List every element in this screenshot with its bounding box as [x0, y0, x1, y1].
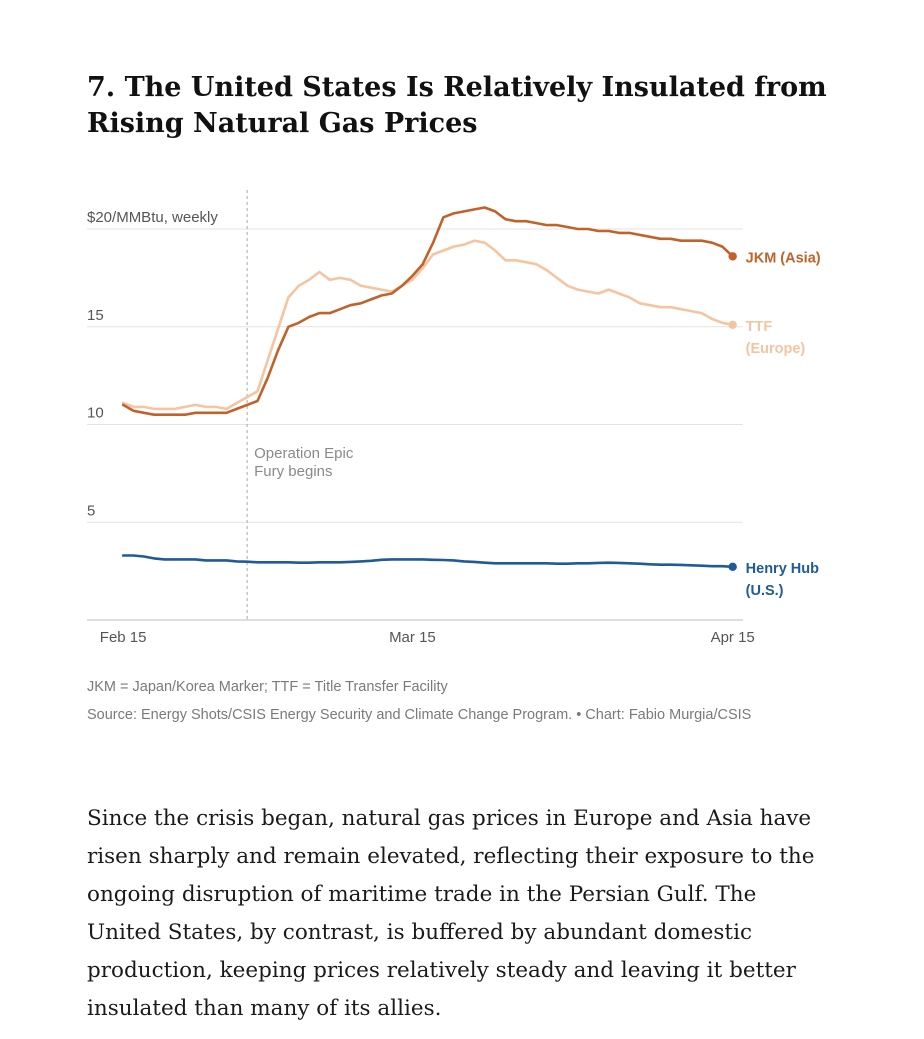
line-chart: $20/MMBtu, weekly 15 10 5 Operation EpicFur… — [87, 190, 821, 646]
definitions-note: JKM = Japan/Korea Marker; TTF = Title Tr… — [87, 679, 448, 695]
series-line-jkm-asia — [121, 206, 734, 416]
series-labels: TTF (Europe) JKM (Asia) Henry Hub (U.S.) — [746, 250, 821, 598]
x-tick-label: Apr 15 — [711, 629, 755, 646]
body-paragraph: Since the crisis began, natural gas pric… — [87, 806, 815, 1021]
series-line-henry-hub-u-s — [121, 554, 734, 569]
series-label-henry-hub-u-s: (U.S.) — [746, 583, 784, 599]
series-label-jkm-asia: JKM (Asia) — [746, 250, 821, 266]
series-endpoint-jkm-asia — [728, 252, 737, 261]
x-axis: Feb 15 Mar 15 Apr 15 — [87, 619, 755, 646]
series-label-ttf-europe: TTF — [746, 319, 773, 335]
annotation-text-line1: Operation Epic — [254, 445, 354, 462]
series-endpoint-ttf-europe — [728, 320, 737, 329]
x-tick-label: Feb 15 — [100, 629, 147, 646]
series-label-ttf-europe: (Europe) — [746, 341, 806, 357]
y-tick-label-15: 15 — [87, 307, 104, 324]
series-layer — [121, 206, 737, 572]
series-line-ttf-europe — [121, 239, 734, 411]
x-tick-label: Mar 15 — [389, 629, 436, 646]
gridlines: $20/MMBtu, weekly 15 10 5 — [87, 209, 743, 523]
series-endpoint-henry-hub-u-s — [728, 562, 737, 572]
y-tick-label-5: 5 — [87, 502, 95, 519]
y-tick-label-20: $20/MMBtu, weekly — [87, 209, 218, 226]
source-note: Source: Energy Shots/CSIS Energy Securit… — [87, 707, 752, 723]
chart-title: 7. The United States Is Relatively Insul… — [87, 72, 827, 139]
annotation-text-line2: Fury begins — [254, 463, 332, 480]
series-label-henry-hub-u-s: Henry Hub — [746, 561, 819, 577]
y-tick-label-10: 10 — [87, 405, 104, 422]
